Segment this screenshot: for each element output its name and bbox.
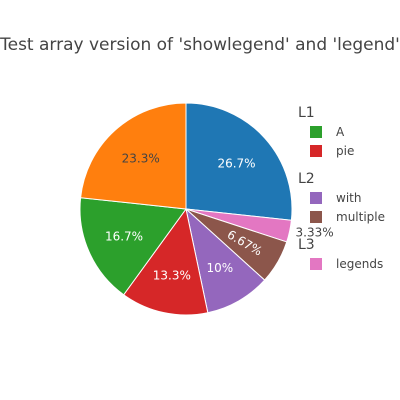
slice-label: 3.33% (296, 226, 334, 240)
legend-label: multiple (336, 210, 385, 224)
legend-item-legends[interactable]: legends (310, 257, 383, 271)
legend-group-l2: L2 with multiple (298, 171, 385, 224)
legend-swatch (310, 145, 322, 157)
legend-item-pie[interactable]: pie (310, 144, 354, 158)
legend-label: A (336, 125, 345, 139)
pie-slice-16-7[interactable] (79, 197, 187, 296)
legend-swatch (310, 126, 322, 138)
chart-title: Test array version of 'showlegend' and '… (0, 35, 400, 55)
legend-swatch (310, 211, 322, 223)
legend-swatch (310, 258, 322, 270)
pie-slices (79, 102, 293, 316)
slice-label: 26.7% (217, 157, 255, 171)
legend-group-l3: L3 legends (298, 237, 383, 271)
legend-item-a[interactable]: A (310, 125, 345, 139)
legend-group-title: L3 (298, 237, 315, 253)
legend-item-multiple[interactable]: multiple (310, 210, 385, 224)
legend-swatch (310, 192, 322, 204)
legend-label: with (336, 191, 361, 205)
pie-slice-23-3[interactable] (80, 102, 187, 210)
slice-label: 10% (206, 261, 233, 275)
legend-group-title: L1 (298, 105, 315, 121)
pie-slice-13-3[interactable] (122, 207, 209, 316)
slice-label: 16.7% (105, 230, 143, 244)
legend-item-with[interactable]: with (310, 191, 361, 205)
slice-label: 23.3% (122, 152, 160, 166)
legend-group-title: L2 (298, 171, 315, 187)
pie-slice-26-7[interactable] (185, 102, 293, 221)
slice-label: 13.3% (153, 268, 191, 282)
legend-label: legends (336, 257, 383, 271)
legend-label: pie (336, 144, 354, 158)
